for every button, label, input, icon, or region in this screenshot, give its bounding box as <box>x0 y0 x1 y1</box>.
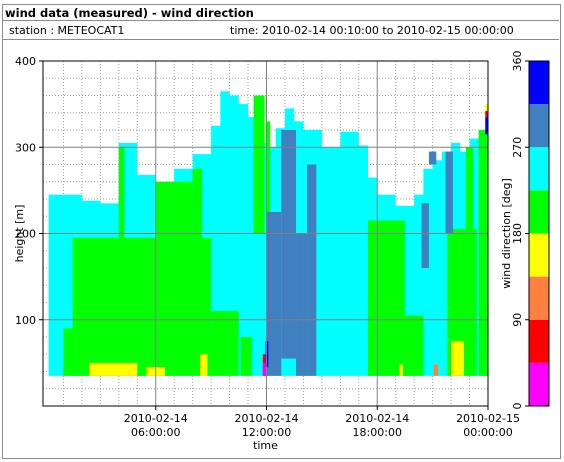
direction-region-0 <box>72 237 212 376</box>
direction-region-17 <box>307 164 317 376</box>
x-tick-label-time: 18:00:00 <box>353 426 402 439</box>
direction-region-19 <box>445 151 453 234</box>
colorbar-tick-label: 180 <box>511 223 524 244</box>
direction-region-18 <box>421 203 429 268</box>
x-tick-label-time: 06:00:00 <box>131 426 180 439</box>
direction-region-5 <box>155 181 193 238</box>
direction-region-21 <box>89 362 138 376</box>
direction-region-2 <box>211 311 239 376</box>
x-tick-label-date: 2010-02-14 <box>235 412 299 425</box>
x-tick-label-date: 2010-02-14 <box>124 412 188 425</box>
direction-region-29 <box>262 362 267 376</box>
station-label: station : METEOCAT1 <box>9 24 125 37</box>
colorbar-bin <box>529 104 549 148</box>
direction-region-16 <box>296 233 308 376</box>
direction-region-9 <box>401 315 424 376</box>
time-range-label: time: 2010-02-14 00:10:00 to 2010-02-15 … <box>230 24 514 37</box>
direction-region-8 <box>368 220 405 376</box>
x-tick-label-time: 00:00:00 <box>463 426 512 439</box>
colorbar-bin <box>529 233 549 277</box>
direction-region-32 <box>485 111 488 118</box>
colorbar-bin <box>529 362 549 406</box>
x-tick-label-date: 2010-02-14 <box>345 412 409 425</box>
colorbar-tick-label: 0 <box>511 403 524 410</box>
y-tick-label: 400 <box>15 55 36 68</box>
y-tick-label: 100 <box>15 314 36 327</box>
direction-region-26 <box>485 104 488 113</box>
y-axis-label: height [m] <box>13 205 26 263</box>
direction-region-1 <box>63 328 79 376</box>
y-tick-label: 300 <box>15 141 36 154</box>
colorbar-tick-label: 270 <box>511 137 524 158</box>
direction-region-12 <box>478 130 488 376</box>
chart-title: wind data (measured) - wind direction <box>5 6 254 20</box>
direction-region-6 <box>118 147 125 238</box>
info-separator <box>3 39 559 40</box>
direction-region-14 <box>266 211 282 376</box>
x-axis-label: time <box>253 439 278 452</box>
direction-region-23 <box>200 354 208 376</box>
colorbar-tick-label: 360 <box>511 51 524 72</box>
colorbar-bin <box>529 319 549 363</box>
direction-region-20 <box>428 151 437 165</box>
direction-region-11 <box>465 147 474 230</box>
direction-region-25 <box>399 364 404 376</box>
colorbar-tick-label: 90 <box>511 313 524 327</box>
direction-region-24 <box>451 341 465 376</box>
x-tick-label-time: 12:00:00 <box>242 426 291 439</box>
direction-region-27 <box>433 364 439 376</box>
direction-region-31 <box>485 117 488 135</box>
colorbar-bin <box>529 61 549 105</box>
direction-region-4 <box>253 95 265 234</box>
colorbar-bin <box>529 147 549 191</box>
colorbar-bin <box>529 276 549 320</box>
colorbar-bin <box>529 190 549 234</box>
direction-region-3 <box>240 337 252 376</box>
x-tick-label-date: 2010-02-15 <box>456 412 520 425</box>
colorbar-label: wind direction [deg] <box>500 178 513 289</box>
y-tick-label: 200 <box>15 228 36 241</box>
title-separator <box>3 20 559 21</box>
direction-region-7 <box>192 168 202 238</box>
direction-region-15 <box>281 130 297 359</box>
